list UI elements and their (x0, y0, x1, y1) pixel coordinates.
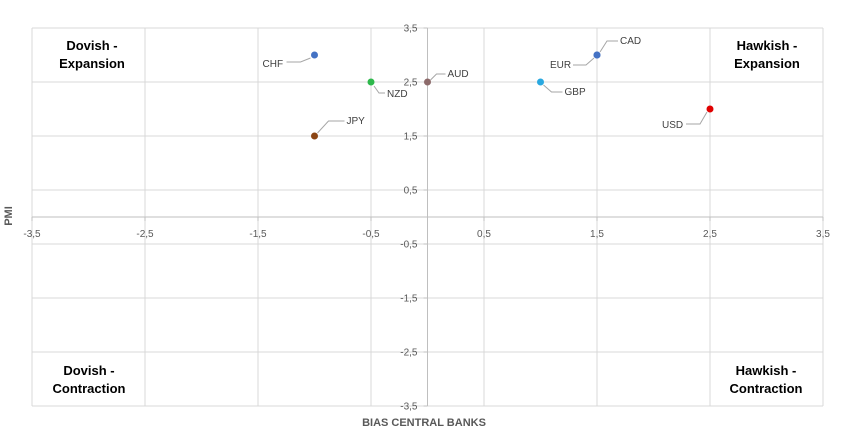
x-tick-label: -3,5 (23, 229, 41, 240)
data-point-usd (706, 105, 714, 113)
leader-line-eur (573, 57, 595, 66)
data-point-eur (593, 51, 601, 59)
leader-line-gbp (543, 84, 563, 93)
y-tick-label: -0,5 (400, 240, 418, 251)
x-tick-label: -0,5 (362, 229, 380, 240)
quadrant-label-top-left-line1: Dovish - (66, 38, 117, 53)
leader-lines (286, 40, 708, 134)
quadrant-label-top-left-line2: Expansion (59, 56, 125, 71)
point-label-eur: EUR (550, 60, 571, 71)
leader-line-cad (599, 40, 618, 53)
x-tick-label: 3,5 (816, 229, 830, 240)
axes (31, 27, 824, 407)
x-tick-label: 0,5 (477, 229, 491, 240)
quadrant-label-top-right-line1: Hawkish - (737, 38, 798, 53)
data-points (311, 51, 714, 140)
y-tick-label: -2,5 (400, 348, 418, 359)
quadrant-label-bottom-right-line2: Contraction (730, 381, 803, 396)
y-tick-label: 3,5 (404, 24, 418, 35)
y-tick-label: -1,5 (400, 294, 418, 305)
point-label-jpy: JPY (347, 116, 366, 127)
quadrant-labels: Dovish - Expansion Hawkish - Expansion Dovis… (53, 38, 803, 396)
quadrant-label-top-right-line2: Expansion (734, 56, 800, 71)
leader-line-jpy (317, 120, 345, 134)
data-point-gbp (537, 78, 544, 86)
point-labels: CHF NZD AUD JPY CAD EUR GBP USD (263, 36, 684, 131)
quadrant-label-bottom-left-line1: Dovish - (63, 363, 114, 378)
leader-line-aud (430, 73, 446, 81)
y-tick-label: 1,5 (404, 132, 418, 143)
x-tick-label: 1,5 (590, 229, 604, 240)
point-label-chf: CHF (263, 59, 284, 70)
leader-line-usd (686, 111, 708, 125)
y-tick-label: -3,5 (400, 402, 418, 413)
point-label-usd: USD (662, 120, 683, 131)
data-point-aud (424, 78, 431, 86)
y-axis-title: PMI (3, 206, 15, 226)
data-point-jpy (311, 132, 318, 140)
quadrant-label-bottom-right-line1: Hawkish - (736, 363, 797, 378)
point-label-aud: AUD (448, 69, 469, 80)
x-axis-title: BIAS CENTRAL BANKS (362, 417, 486, 429)
point-label-nzd: NZD (387, 89, 408, 100)
x-tick-label: 2,5 (703, 229, 717, 240)
point-label-gbp: GBP (565, 87, 586, 98)
point-label-cad: CAD (620, 36, 641, 47)
data-point-chf (311, 51, 318, 59)
x-tick-label: -1,5 (249, 229, 267, 240)
data-point-nzd (367, 78, 375, 86)
x-tick-label: -2,5 (136, 229, 154, 240)
tick-labels: -3,5 -2,5 -1,5 -0,5 0,5 1,5 2,5 3,5 -3,5 -2,5 -1,5… (23, 24, 830, 413)
y-tick-label: 2,5 (404, 78, 418, 89)
quadrant-label-bottom-left-line2: Contraction (53, 381, 126, 396)
y-tick-label: 0,5 (404, 186, 418, 197)
leader-line-chf (286, 57, 311, 63)
leader-line-nzd (373, 85, 385, 94)
